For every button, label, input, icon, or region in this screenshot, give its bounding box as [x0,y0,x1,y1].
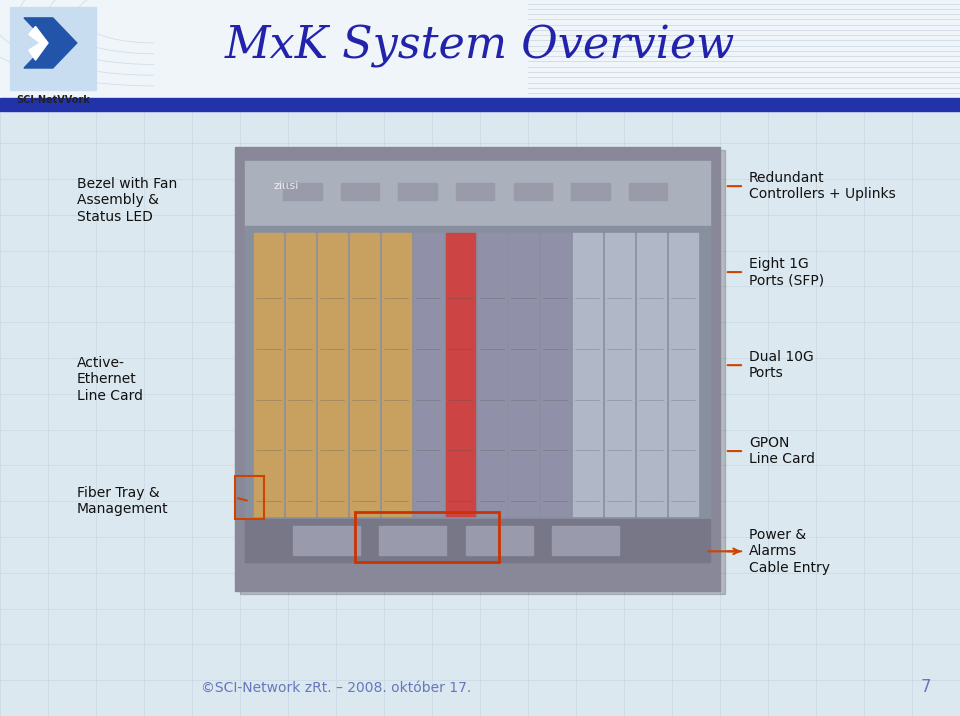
Text: Eight 1G
Ports (SFP): Eight 1G Ports (SFP) [749,257,824,287]
Polygon shape [398,183,437,200]
Bar [541,233,570,516]
Polygon shape [283,183,322,200]
Bar [669,233,698,516]
Polygon shape [456,183,494,200]
Bar [637,233,666,516]
Bar [240,150,725,594]
Text: Active-
Ethernet
Line Card: Active- Ethernet Line Card [77,357,143,402]
Bar [510,233,539,516]
Bar [445,233,474,516]
Bar [235,476,264,519]
Bar [350,233,379,516]
Text: ©SCI-Network zRt. – 2008. október 17.: ©SCI-Network zRt. – 2008. október 17. [201,680,471,695]
Bar [466,526,533,555]
Bar [552,526,619,555]
Polygon shape [571,183,610,200]
Text: Power &
Alarms
Cable Entry: Power & Alarms Cable Entry [749,528,829,574]
Text: Bezel with Fan
Assembly &
Status LED: Bezel with Fan Assembly & Status LED [77,178,177,223]
Bar [245,519,710,562]
Text: MxK System Overview: MxK System Overview [225,25,735,68]
Bar [573,233,602,516]
Bar [235,147,720,591]
Bar [318,233,348,516]
Bar [379,526,446,555]
Bar [605,233,635,516]
Text: Fiber Tray &
Management: Fiber Tray & Management [77,486,168,516]
Text: 7: 7 [921,678,931,697]
Bar [478,233,507,516]
Text: Dual 10G
Ports: Dual 10G Ports [749,350,813,380]
Polygon shape [24,18,77,68]
Polygon shape [629,183,667,200]
Bar [293,526,360,555]
Bar [355,512,499,562]
Polygon shape [29,26,48,60]
Bar [245,161,710,226]
Bar [382,233,411,516]
Bar [0,98,960,111]
Bar [254,233,283,516]
Bar [0,0,960,104]
Bar [245,226,710,519]
Polygon shape [341,183,379,200]
Bar [10,7,96,90]
Text: Redundant
Controllers + Uplinks: Redundant Controllers + Uplinks [749,171,896,201]
Text: GPON
Line Card: GPON Line Card [749,436,815,466]
Text: ziιιsi: ziιιsi [274,181,299,191]
Bar [286,233,315,516]
Polygon shape [514,183,552,200]
Bar [414,233,443,516]
Text: SCI-NetVVork: SCI-NetVVork [16,95,89,105]
